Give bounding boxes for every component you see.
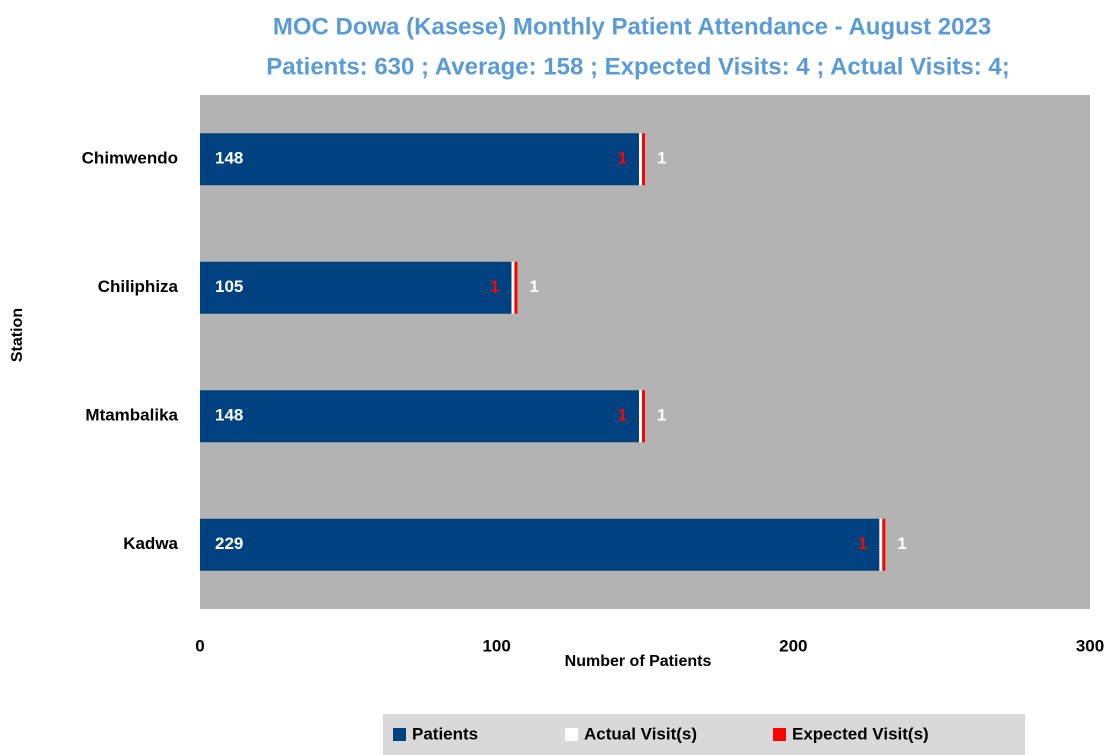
data-label: 229 xyxy=(215,534,243,553)
legend-label: Actual Visit(s) xyxy=(584,724,697,743)
bar-segment xyxy=(200,261,512,314)
bar-segment xyxy=(200,133,640,186)
y-tick-label: Chimwendo xyxy=(82,149,178,168)
data-label: 148 xyxy=(215,149,243,168)
bar-segment xyxy=(639,390,643,443)
bar-segment xyxy=(511,261,515,314)
legend-label: Patients xyxy=(412,724,478,743)
data-label: 105 xyxy=(215,277,243,296)
bar-segment xyxy=(200,390,640,443)
x-tick-label: 100 xyxy=(482,636,510,655)
data-label: 1 xyxy=(490,277,499,296)
data-label: 1 xyxy=(618,149,627,168)
y-tick-label: Mtambalika xyxy=(85,406,178,425)
data-label: 1 xyxy=(657,406,666,425)
bar-segment xyxy=(514,261,518,314)
chart-title: MOC Dowa (Kasese) Monthly Patient Attend… xyxy=(273,13,991,40)
bar-segment xyxy=(879,518,883,571)
x-tick-label: 0 xyxy=(195,636,204,655)
chart-subtitle: Patients: 630 ; Average: 158 ; Expected … xyxy=(266,53,1009,80)
legend-swatch xyxy=(393,728,406,741)
legend-swatch xyxy=(565,728,578,741)
legend-swatch xyxy=(773,728,786,741)
bar-segment xyxy=(882,518,886,571)
data-label: 1 xyxy=(897,534,906,553)
data-label: 148 xyxy=(215,406,243,425)
x-tick-label: 300 xyxy=(1076,636,1104,655)
data-label: 1 xyxy=(618,406,627,425)
bar-segment xyxy=(642,390,645,443)
x-tick-label: 200 xyxy=(779,636,807,655)
legend-box xyxy=(383,714,1025,755)
y-axis-label: Station xyxy=(9,308,26,362)
legend-label: Expected Visit(s) xyxy=(792,724,929,743)
y-tick-label: Kadwa xyxy=(123,534,178,553)
bar-segment xyxy=(639,133,643,186)
data-label: 1 xyxy=(529,277,538,296)
x-axis-label: Number of Patients xyxy=(565,653,712,670)
bar-segment xyxy=(200,518,880,571)
data-label: 1 xyxy=(657,149,666,168)
bar-segment xyxy=(642,133,645,186)
y-tick-label: Chiliphiza xyxy=(98,277,179,296)
data-label: 1 xyxy=(858,534,867,553)
